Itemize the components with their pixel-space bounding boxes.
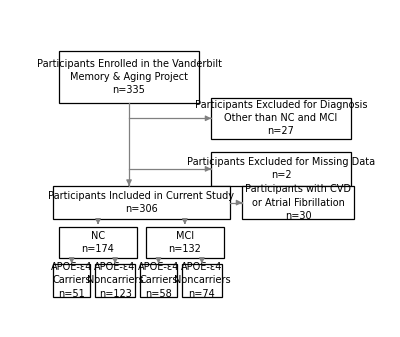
FancyBboxPatch shape	[53, 186, 230, 219]
FancyBboxPatch shape	[140, 264, 177, 297]
FancyBboxPatch shape	[211, 152, 351, 186]
Text: Participants Included in Current Study
n=306: Participants Included in Current Study n…	[48, 191, 234, 214]
FancyBboxPatch shape	[211, 97, 351, 139]
Text: APOE-ε4
Carriers
n=58: APOE-ε4 Carriers n=58	[138, 262, 179, 299]
FancyBboxPatch shape	[242, 186, 354, 219]
Text: APOE-ε4
Noncarriers
n=74: APOE-ε4 Noncarriers n=74	[174, 262, 230, 299]
Text: Participants Excluded for Diagnosis
Other than NC and MCI
n=27: Participants Excluded for Diagnosis Othe…	[195, 100, 367, 136]
FancyBboxPatch shape	[59, 227, 137, 258]
Text: Participants Enrolled in the Vanderbilt
Memory & Aging Project
n=335: Participants Enrolled in the Vanderbilt …	[36, 59, 222, 95]
FancyBboxPatch shape	[53, 264, 90, 297]
Text: APOE-ε4
Carriers
n=51: APOE-ε4 Carriers n=51	[51, 262, 92, 299]
FancyBboxPatch shape	[95, 264, 135, 297]
Text: Participants Excluded for Missing Data
n=2: Participants Excluded for Missing Data n…	[187, 157, 375, 181]
FancyBboxPatch shape	[182, 264, 222, 297]
FancyBboxPatch shape	[146, 227, 224, 258]
FancyBboxPatch shape	[59, 51, 199, 103]
Text: APOE-ε4
Noncarriers
n=123: APOE-ε4 Noncarriers n=123	[87, 262, 144, 299]
Text: MCI
n=132: MCI n=132	[168, 231, 201, 254]
Text: NC
n=174: NC n=174	[82, 231, 114, 254]
Text: Participants with CVD
or Atrial Fibrillation
n=30: Participants with CVD or Atrial Fibrilla…	[245, 184, 351, 221]
